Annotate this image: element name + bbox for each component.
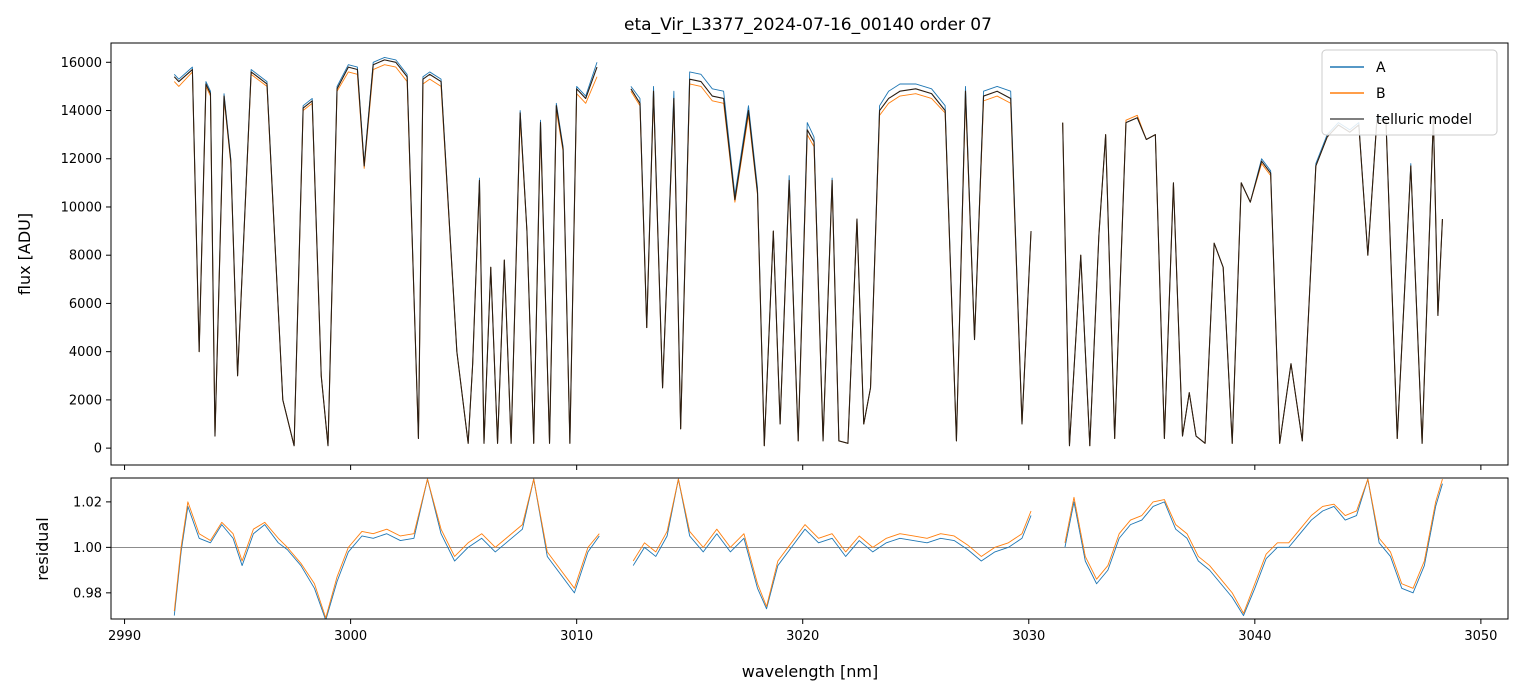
y-tick-label: 14000: [61, 104, 102, 119]
legend-label-a: A: [1376, 60, 1386, 76]
y-tick-label: 2000: [69, 393, 102, 408]
y-tick-label: 10000: [61, 200, 102, 215]
flux-series-group: [173, 57, 1443, 447]
y-tick-label: 1.00: [73, 541, 102, 556]
series-line-telluric-model-segment-1: [630, 78, 1032, 447]
flux-plot-background: [111, 43, 1508, 465]
x-tick-label: 3010: [560, 629, 593, 644]
y-tick-label: 1.02: [73, 495, 102, 510]
residual-plot-frame: [110, 477, 1509, 620]
residual-y-axis-label: residual: [33, 517, 52, 580]
x-tick-label: 3020: [786, 629, 819, 644]
series-line-telluric-model-segment-0: [173, 59, 598, 447]
flux-y-ticks: 0 2000 4000 6000 8000 10000 12000 14000 16000: [61, 56, 111, 457]
legend-label-b: B: [1376, 86, 1386, 102]
flux-plot-frame: [110, 42, 1509, 466]
x-tick-label: 3050: [1464, 629, 1497, 644]
legend-label-telluric: telluric model: [1376, 112, 1472, 128]
residual-y-ticks: 0.98 1.00 1.02: [73, 495, 111, 601]
chart-title: eta_Vir_L3377_2024-07-16_00140 order 07: [624, 15, 992, 35]
y-tick-label: 0.98: [73, 586, 102, 601]
series-line-b-segment-1: [632, 478, 1032, 607]
flux-plot-area: 0 2000 4000 6000 8000 10000 12000 14000 16000: [61, 42, 1509, 470]
x-axis-label: wavelength [nm]: [742, 662, 879, 681]
series-line-a-segment-2: [1064, 478, 1443, 617]
residual-plot-background: [111, 478, 1508, 619]
residual-x-ticks: 2990 3000 3010 3020 3030 3040 3050: [108, 619, 1497, 644]
legend-box: [1321, 49, 1498, 136]
x-tick-label: 3030: [1012, 629, 1045, 644]
residual-series-group: [173, 478, 1443, 619]
x-tick-label: 3040: [1238, 629, 1271, 644]
y-tick-label: 4000: [69, 345, 102, 360]
flux-x-ticks: [124, 465, 1482, 470]
flux-y-axis-label: flux [ADU]: [15, 213, 34, 295]
residual-plot-area: 0.98 1.00 1.02 2990 3000 3010 3020 3030 3040 305…: [73, 477, 1509, 644]
y-tick-label: 12000: [61, 152, 102, 167]
series-line-b-segment-0: [173, 478, 600, 619]
y-tick-label: 16000: [61, 56, 102, 71]
series-line-b-segment-2: [1064, 478, 1443, 614]
series-line-a-segment-0: [173, 478, 600, 619]
legend: A B telluric model: [1321, 49, 1498, 136]
y-tick-label: 6000: [69, 297, 102, 312]
x-tick-label: 3000: [334, 629, 367, 644]
y-tick-label: 8000: [69, 249, 102, 264]
x-tick-label: 2990: [108, 629, 141, 644]
series-line-a-segment-1: [632, 478, 1032, 610]
y-tick-label: 0: [94, 442, 102, 457]
